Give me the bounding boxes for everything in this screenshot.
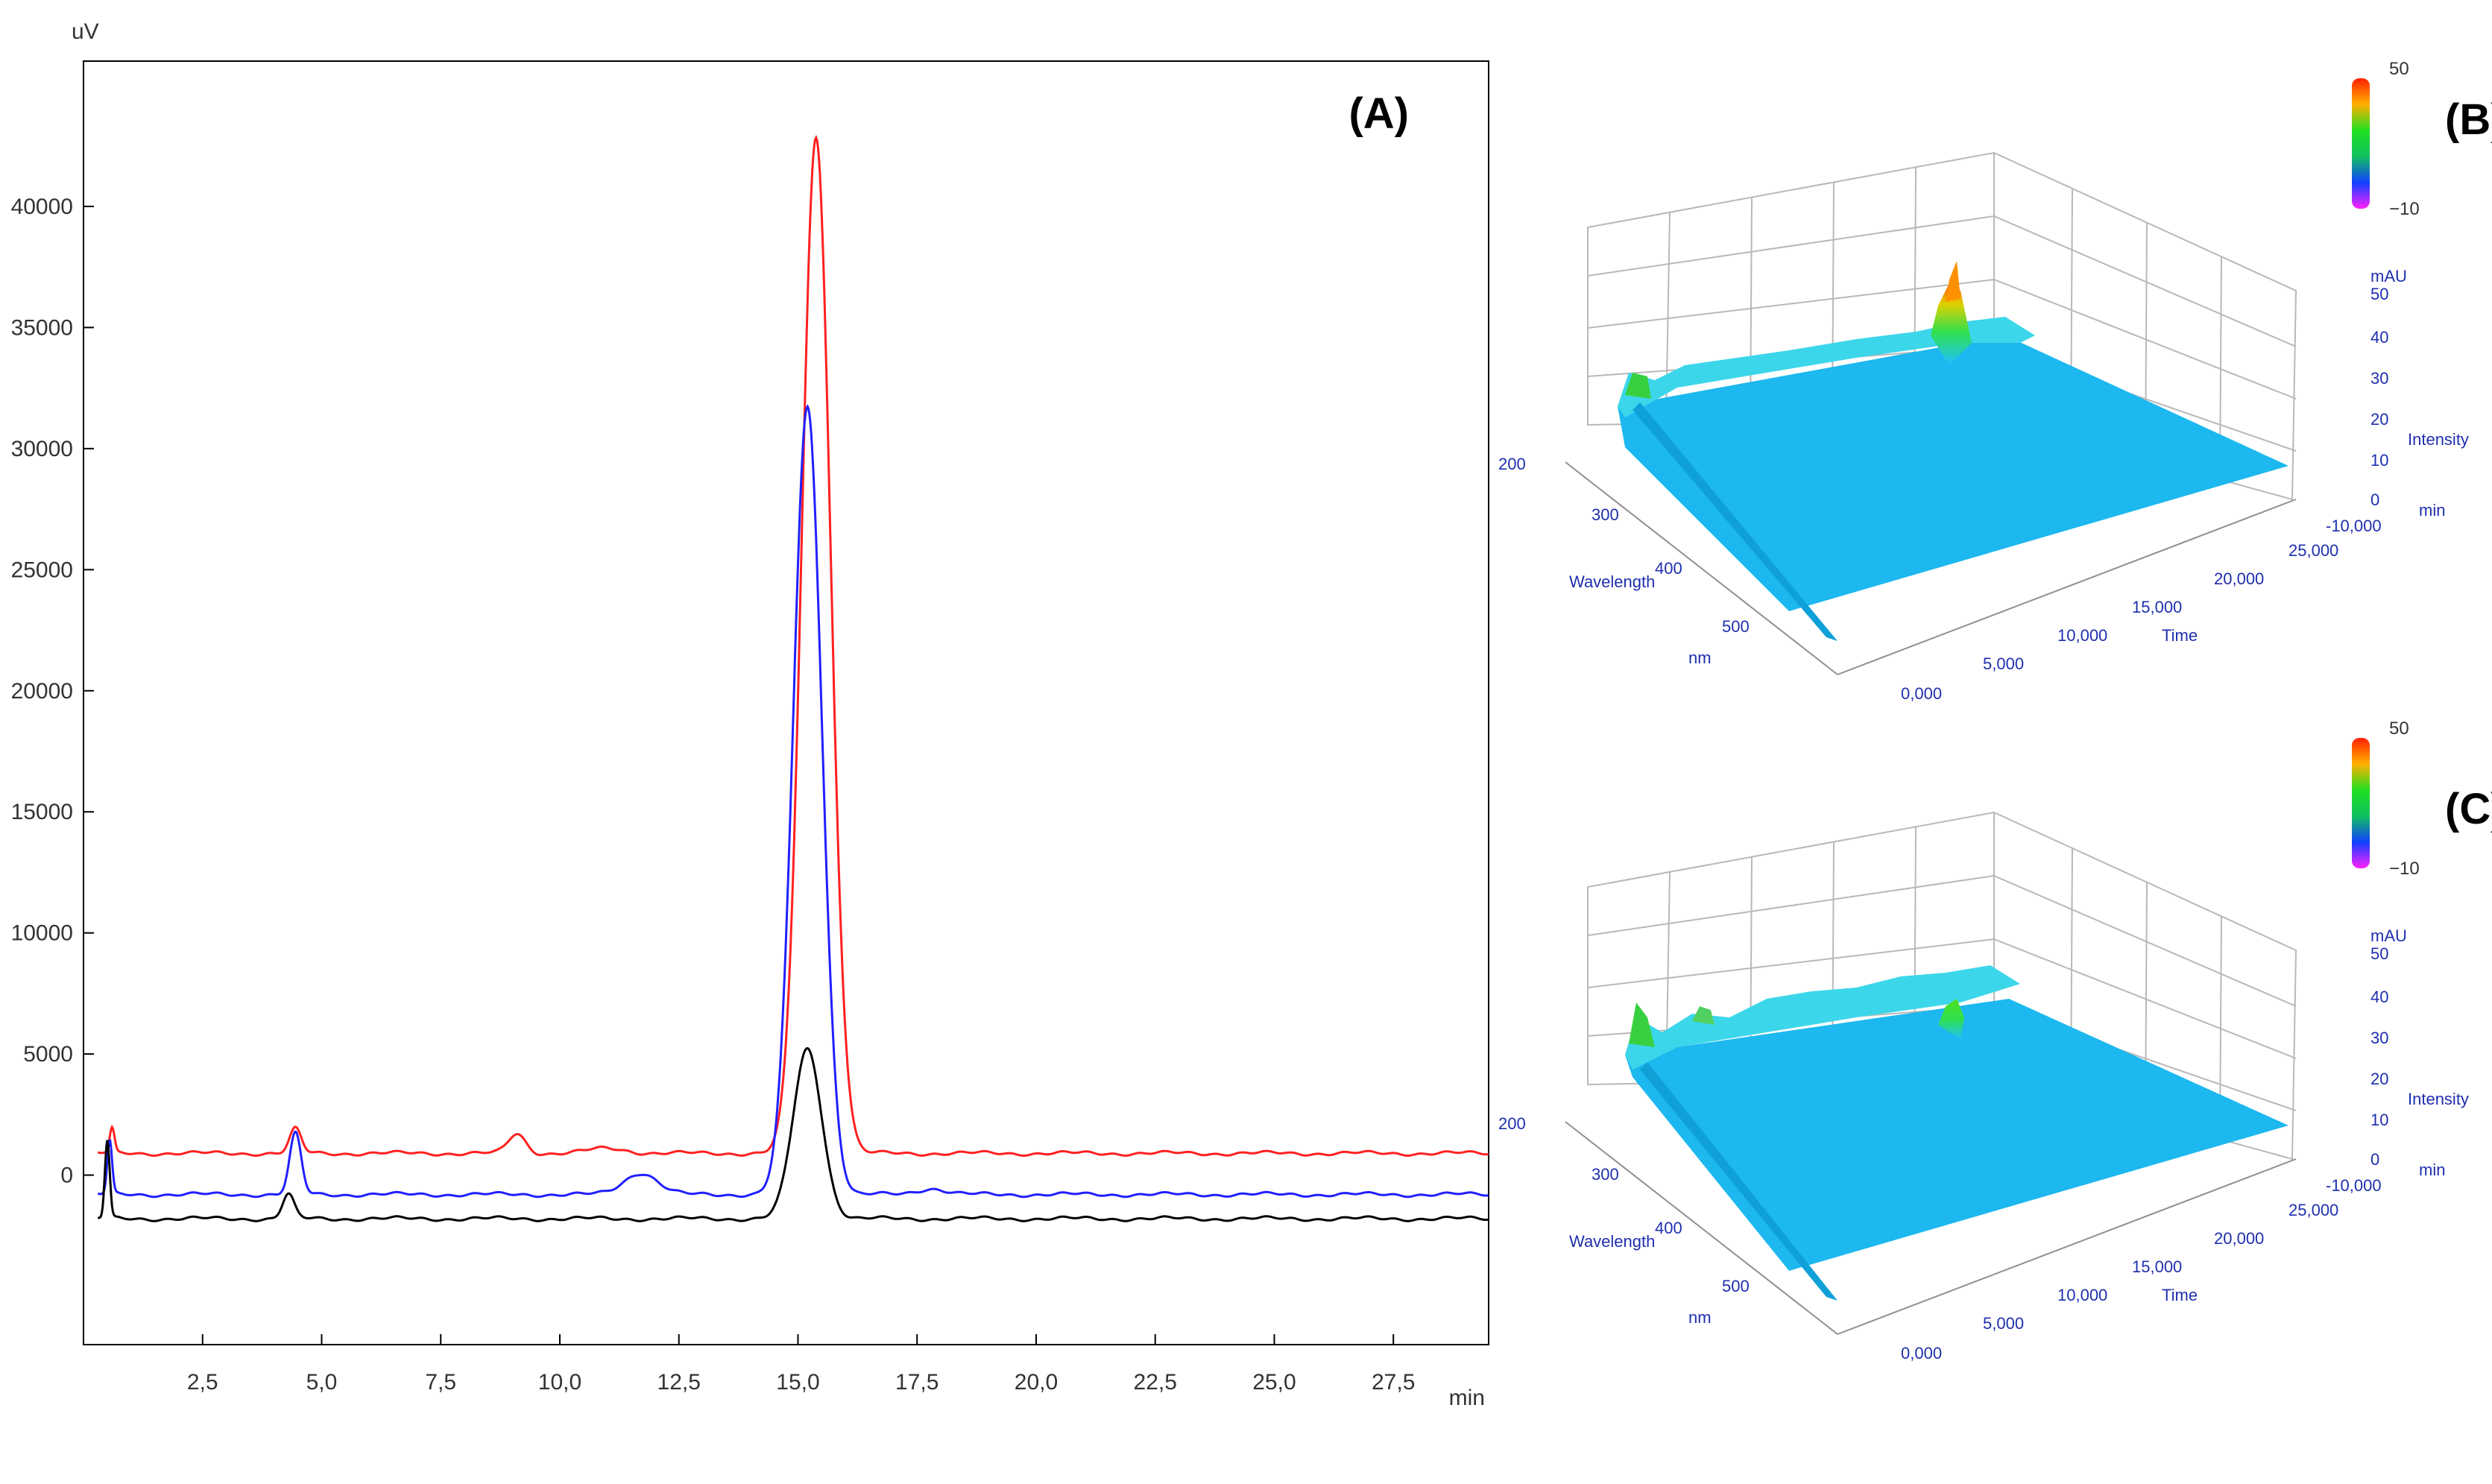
z-axis: mAU 50 40 30 20 10 0 Intensity min -10,0… — [2326, 267, 2469, 535]
z-tick: 10 — [2370, 1111, 2388, 1129]
x-ticks: 2,5 5,0 7,5 10,0 12,5 15,0 17,5 20,0 22,5 25,0 27,… — [187, 1334, 1415, 1395]
time-unit: min — [2419, 501, 2445, 520]
wavelength-axis: 200 300 400 500 Wavelength nm — [1498, 1114, 1750, 1327]
z-label: Intensity — [2408, 430, 2469, 449]
time-label: Time — [2162, 626, 2198, 645]
time-tick: 0,000 — [1901, 1344, 1942, 1363]
time-axis: 0,000 5,000 10,000 15,000 20,000 25,000 … — [1901, 1201, 2338, 1363]
x-tick-label: 5,0 — [306, 1370, 338, 1395]
wavelength-label: Wavelength — [1569, 572, 1655, 591]
z-tick-bottom: -10,000 — [2326, 517, 2382, 535]
z-tick: 40 — [2370, 988, 2388, 1006]
x-tick-label: 2,5 — [187, 1370, 218, 1395]
wavelength-tick: 300 — [1592, 1165, 1619, 1184]
surface-panel-c: (C) 50 −10 — [1498, 719, 2492, 1363]
wavelength-label: Wavelength — [1569, 1232, 1655, 1251]
z-tick: 40 — [2370, 328, 2388, 347]
time-tick: 10,000 — [2057, 626, 2107, 645]
wavelength-tick: 300 — [1592, 505, 1619, 524]
y-tick-label: 5000 — [23, 1042, 73, 1067]
z-tick: 50 — [2370, 285, 2388, 303]
wavelength-tick: 200 — [1498, 455, 1526, 473]
color-scale-max: 50 — [2389, 719, 2409, 739]
x-tick-label: 10,0 — [538, 1370, 581, 1395]
time-tick: 0,000 — [1901, 684, 1942, 703]
x-tick-label: 12,5 — [657, 1370, 701, 1395]
wavelength-tick: 400 — [1655, 559, 1682, 578]
time-tick: 5,000 — [1983, 654, 2024, 673]
y-ticks: 0 5000 10000 15000 20000 25000 30000 35000 40000 — [11, 195, 94, 1188]
x-tick-label: 17,5 — [895, 1370, 939, 1395]
wavelength-tick: 400 — [1655, 1219, 1682, 1237]
z-tick: 0 — [2370, 1150, 2379, 1169]
floor-edges — [1565, 1121, 2297, 1335]
y-tick-label: 40000 — [11, 195, 73, 219]
time-tick: 20,000 — [2214, 569, 2264, 588]
y-tick-label: 35000 — [11, 315, 73, 340]
time-tick: 25,000 — [2288, 1201, 2338, 1219]
surface — [1618, 261, 2288, 641]
color-scale-bar — [2352, 78, 2370, 209]
z-tick: 20 — [2370, 1070, 2388, 1088]
time-label: Time — [2162, 1286, 2198, 1304]
x-tick-label: 27,5 — [1372, 1370, 1415, 1395]
time-tick: 10,000 — [2057, 1286, 2107, 1304]
x-tick-label: 25,0 — [1252, 1370, 1296, 1395]
z-unit: mAU — [2370, 926, 2407, 945]
z-tick: 0 — [2370, 490, 2379, 509]
series-line-blue — [97, 404, 1489, 1199]
wavelength-unit: nm — [1688, 1308, 1712, 1327]
z-axis: mAU 50 40 30 20 10 0 Intensity min -10,0… — [2326, 926, 2469, 1195]
z-unit: mAU — [2370, 267, 2407, 285]
time-tick: 5,000 — [1983, 1314, 2024, 1333]
z-tick-bottom: -10,000 — [2326, 1176, 2382, 1195]
color-scale-min: −10 — [2389, 859, 2420, 879]
color-scale-max: 50 — [2389, 59, 2409, 79]
panel-label-a: (A) — [1348, 89, 1409, 138]
panel-label-b: (B) — [2445, 95, 2492, 144]
x-tick-label: 15,0 — [776, 1370, 819, 1395]
time-tick: 15,000 — [2132, 598, 2182, 616]
x-tick-label: 22,5 — [1134, 1370, 1177, 1395]
wavelength-unit: nm — [1688, 648, 1712, 667]
panel-label-c: (C) — [2445, 785, 2492, 833]
z-tick: 30 — [2370, 1029, 2388, 1047]
floor-edges — [1565, 461, 2297, 675]
surface — [1625, 965, 2288, 1301]
color-scale-min: −10 — [2389, 199, 2420, 219]
time-tick: 25,000 — [2288, 541, 2338, 560]
x-tick-label: 20,0 — [1015, 1370, 1058, 1395]
time-axis: 0,000 5,000 10,000 15,000 20,000 25,000 … — [1901, 541, 2338, 703]
time-unit: min — [2419, 1161, 2445, 1179]
z-label: Intensity — [2408, 1090, 2469, 1108]
series-lines — [97, 134, 1489, 1222]
wavelength-tick: 500 — [1722, 1277, 1750, 1295]
series-line-red — [97, 134, 1489, 1158]
color-scale-bar — [2352, 738, 2370, 868]
z-tick: 30 — [2370, 369, 2388, 388]
z-tick: 10 — [2370, 451, 2388, 470]
y-tick-label: 15000 — [11, 800, 73, 824]
series-line-black — [98, 1046, 1489, 1222]
wavelength-axis: 200 300 400 500 Wavelength nm — [1498, 455, 1750, 667]
y-tick-label: 20000 — [11, 679, 73, 704]
y-tick-label: 10000 — [11, 921, 73, 946]
y-tick-label: 0 — [60, 1163, 73, 1188]
time-tick: 20,000 — [2214, 1229, 2264, 1248]
z-tick: 50 — [2370, 944, 2388, 963]
chromatogram-panel: (A) uV min 0 5000 10000 15000 20000 25000 3000… — [11, 19, 1489, 1410]
y-axis-unit: uV — [72, 19, 99, 44]
surface-panel-b: (B) 50 −10 — [1498, 59, 2492, 703]
wavelength-tick: 500 — [1722, 617, 1750, 636]
y-tick-label: 25000 — [11, 558, 73, 582]
wavelength-tick: 200 — [1498, 1114, 1526, 1133]
z-tick: 20 — [2370, 410, 2388, 429]
time-tick: 15,000 — [2132, 1257, 2182, 1276]
plot-frame — [83, 60, 1489, 1345]
y-tick-label: 30000 — [11, 437, 73, 461]
x-axis-unit: min — [1449, 1386, 1485, 1410]
x-tick-label: 7,5 — [425, 1370, 456, 1395]
